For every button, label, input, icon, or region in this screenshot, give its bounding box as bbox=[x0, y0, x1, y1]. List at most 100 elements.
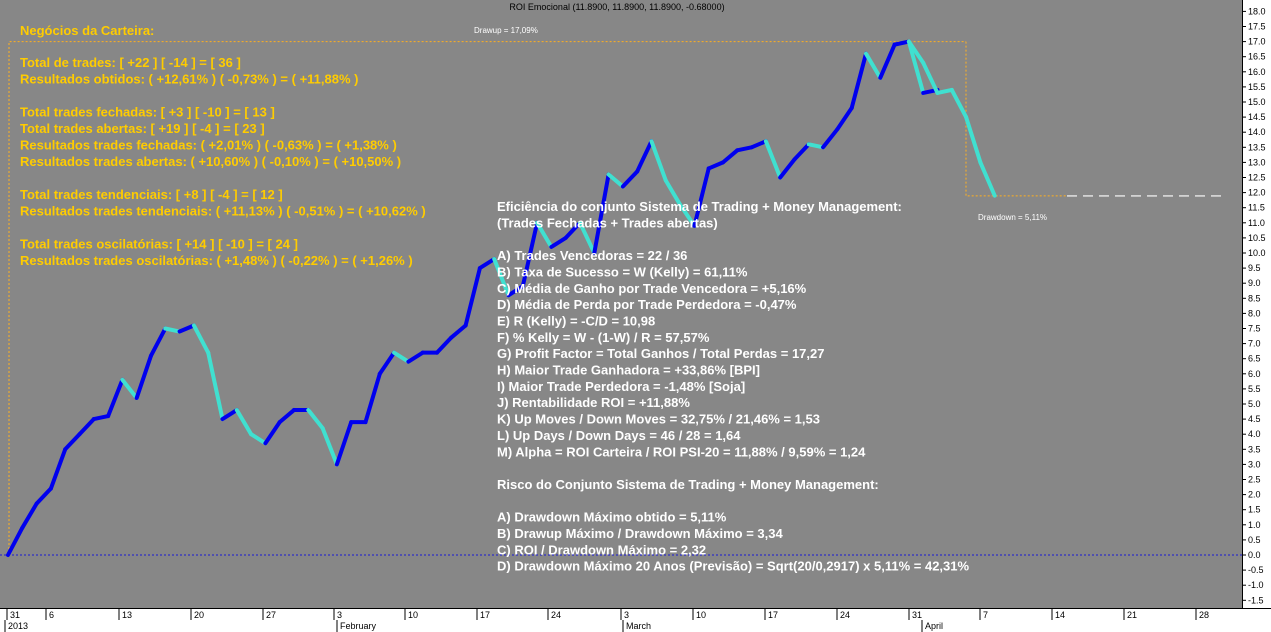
right-panel-line: K) Up Moves / Down Moves = 32,75% / 21,4… bbox=[497, 412, 820, 427]
right-panel-line: F) % Kelly = W - (1-W) / R = 57,57% bbox=[497, 330, 710, 345]
right-stats-panel: Eficiência do conjunto Sistema de Tradin… bbox=[497, 199, 969, 574]
y-tick-label: 17.0 bbox=[1248, 37, 1266, 47]
series-segment bbox=[749, 139, 768, 150]
right-panel-line: (Trades Fechadas + Trades abertas) bbox=[497, 215, 718, 230]
series-segment bbox=[34, 486, 53, 506]
chart-title: ROI Emocional (11.8900, 11.8900, 11.8900… bbox=[509, 2, 724, 12]
x-tick-label: 10 bbox=[408, 610, 418, 620]
series-segment bbox=[149, 326, 168, 358]
right-panel-line: D) Drawdown Máximo 20 Anos (Previsão) = … bbox=[497, 559, 969, 574]
series-segment bbox=[106, 377, 125, 419]
y-tick-label: 3.5 bbox=[1248, 444, 1261, 454]
y-tick-label: -1.5 bbox=[1248, 595, 1264, 605]
right-panel-line: M) Alpha = ROI Carteira / ROI PSI-20 = 1… bbox=[497, 444, 866, 459]
series-segment bbox=[520, 220, 540, 289]
series-segment bbox=[806, 142, 826, 150]
x-axis: 31 6 13 20 27 3 10 17 24 3 10 17 24 31 7 14 21 28 2013 Febr… bbox=[4, 608, 1209, 632]
series-layer bbox=[6, 39, 997, 557]
series-segment bbox=[906, 39, 926, 65]
y-tick-label: 5.0 bbox=[1248, 399, 1261, 409]
x-tick-label: 20 bbox=[194, 610, 204, 620]
right-panel-line: H) Maior Trade Ganhadora = +33,86% [BPI] bbox=[497, 363, 760, 378]
series-segment bbox=[306, 408, 325, 431]
y-tick-label: 11.5 bbox=[1248, 203, 1265, 213]
x-month-label: April bbox=[925, 621, 943, 631]
plot-area bbox=[0, 0, 1242, 608]
series-segment bbox=[892, 39, 911, 47]
series-segment bbox=[921, 60, 940, 95]
left-panel-line: Total trades tendenciais: [ +8 ] [ -4 ] … bbox=[20, 187, 283, 202]
series-segment bbox=[206, 350, 225, 422]
y-tick-label: 9.5 bbox=[1248, 263, 1261, 273]
y-tick-label: 6.0 bbox=[1248, 369, 1261, 379]
right-panel-line: G) Profit Factor = Total Ganhos / Total … bbox=[497, 346, 825, 361]
series-segment bbox=[763, 139, 783, 180]
drawdown-label: Drawdown = 5,11% bbox=[978, 213, 1047, 222]
x-axis-bar bbox=[0, 608, 1271, 632]
y-tick-label: 2.0 bbox=[1248, 490, 1261, 500]
series-segment bbox=[435, 335, 454, 355]
series-segment bbox=[6, 525, 25, 557]
y-tick-label: 2.5 bbox=[1248, 475, 1261, 485]
y-tick-label: 12.5 bbox=[1248, 173, 1266, 183]
series-segment bbox=[191, 323, 211, 355]
y-tick-label: 14.5 bbox=[1248, 112, 1266, 122]
y-tick-label: 15.5 bbox=[1248, 82, 1266, 92]
y-tick-label: 5.5 bbox=[1248, 384, 1261, 394]
drawdown-bracket bbox=[965, 41, 1067, 197]
left-panel-line: Total trades abertas: [ +19 ] [ -4 ] = [… bbox=[20, 121, 265, 136]
x-month-label: February bbox=[340, 621, 377, 631]
y-tick-label: 8.0 bbox=[1248, 308, 1261, 318]
y-tick-label: 4.0 bbox=[1248, 429, 1261, 439]
x-tick-label: 17 bbox=[480, 610, 490, 620]
y-tick-label: 4.5 bbox=[1248, 414, 1261, 424]
x-tick-label: 24 bbox=[551, 610, 561, 620]
series-segment bbox=[134, 353, 153, 400]
right-panel-line: A) Drawdown Máximo obtido = 5,11% bbox=[497, 510, 727, 525]
x-tick-label: 24 bbox=[840, 610, 850, 620]
series-segment bbox=[906, 39, 926, 95]
series-segment bbox=[821, 127, 840, 150]
right-panel-line: E) R (Kelly) = -C/D = 10,98 bbox=[497, 313, 655, 328]
series-segment bbox=[263, 420, 282, 446]
left-panel-line: Resultados trades oscilatórias: ( +1,48%… bbox=[20, 253, 413, 268]
y-tick-label: -0.5 bbox=[1248, 565, 1264, 575]
y-tick-label: 12.0 bbox=[1248, 188, 1266, 198]
series-segment bbox=[549, 235, 568, 249]
y-tick-label: 3.0 bbox=[1248, 459, 1261, 469]
right-panel-line: B) Taxa de Sucesso = W (Kelly) = 61,11% bbox=[497, 264, 748, 279]
left-panel-line: Resultados trades tendenciais: ( +11,13%… bbox=[20, 204, 426, 219]
series-segment bbox=[220, 408, 239, 422]
y-tick-label: 13.5 bbox=[1248, 142, 1266, 152]
y-tick-label: 10.5 bbox=[1248, 233, 1266, 243]
y-tick-label: 18.5 bbox=[1248, 0, 1266, 1]
series-segment bbox=[878, 42, 897, 80]
series-segment bbox=[492, 257, 511, 298]
series-segment bbox=[620, 169, 640, 189]
x-tick-label: 13 bbox=[122, 610, 132, 620]
x-tick-label: 28 bbox=[1199, 610, 1209, 620]
series-segment bbox=[964, 115, 983, 165]
y-tick-label: 7.5 bbox=[1248, 324, 1261, 334]
y-tick-label: 17.5 bbox=[1248, 22, 1266, 32]
series-segment bbox=[535, 220, 554, 249]
y-tick-label: 18.0 bbox=[1248, 6, 1266, 16]
series-segment bbox=[91, 414, 111, 422]
left-panel-line: Total de trades: [ +22 ] [ -14 ] = [ 36 … bbox=[20, 55, 241, 70]
y-tick-label: 16.0 bbox=[1248, 67, 1266, 77]
series-segment bbox=[663, 178, 683, 207]
right-panel-line: Risco do Conjunto Sistema de Trading + M… bbox=[497, 477, 879, 492]
x-tick-label: 7 bbox=[983, 610, 988, 620]
x-tick-label: 6 bbox=[49, 610, 54, 620]
series-segment bbox=[48, 447, 68, 491]
series-segment bbox=[377, 350, 397, 376]
series-segment bbox=[249, 432, 268, 446]
guides-layer bbox=[0, 41, 1242, 556]
series-segment bbox=[506, 284, 525, 298]
series-segment bbox=[463, 266, 482, 328]
right-panel-line: C) Média de Ganho por Trade Vencedora = … bbox=[497, 281, 807, 296]
drawup-label: Drawup = 17,09% bbox=[474, 26, 538, 35]
left-panel-line: Resultados trades abertas: ( +10,60% ) (… bbox=[20, 154, 401, 169]
